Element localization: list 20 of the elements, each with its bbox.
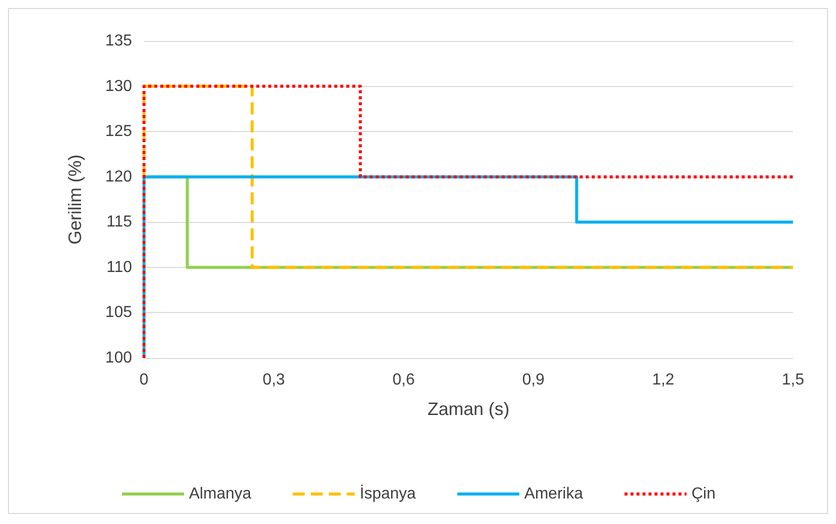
legend-label: Çin (691, 486, 716, 502)
y-tick-label: 100 (105, 350, 132, 366)
legend-label: Almanya (189, 486, 252, 502)
y-tick-label: 110 (106, 258, 132, 276)
y-tick-label: 125 (105, 123, 132, 140)
x-tick-label: 0,9 (522, 372, 545, 388)
y-tick-label: 120 (105, 168, 132, 186)
y-tick-label: 105 (105, 304, 132, 322)
x-axis-title: Zaman (s) (427, 399, 510, 419)
y-tick-label: 115 (106, 214, 132, 231)
legend-label: Amerika (524, 486, 584, 502)
x-tick-label: 0 (140, 372, 149, 388)
y-axis-title: Gerilim (%) (65, 154, 85, 244)
legend-label: İspanya (360, 484, 416, 502)
y-tick-label: 130 (105, 78, 132, 95)
x-tick-label: 0,6 (392, 372, 415, 388)
x-tick-label: 1,5 (782, 372, 804, 388)
y-tick-label: 135 (105, 32, 132, 50)
x-tick-label: 0,3 (262, 372, 286, 388)
x-tick-label: 1,2 (652, 372, 674, 388)
